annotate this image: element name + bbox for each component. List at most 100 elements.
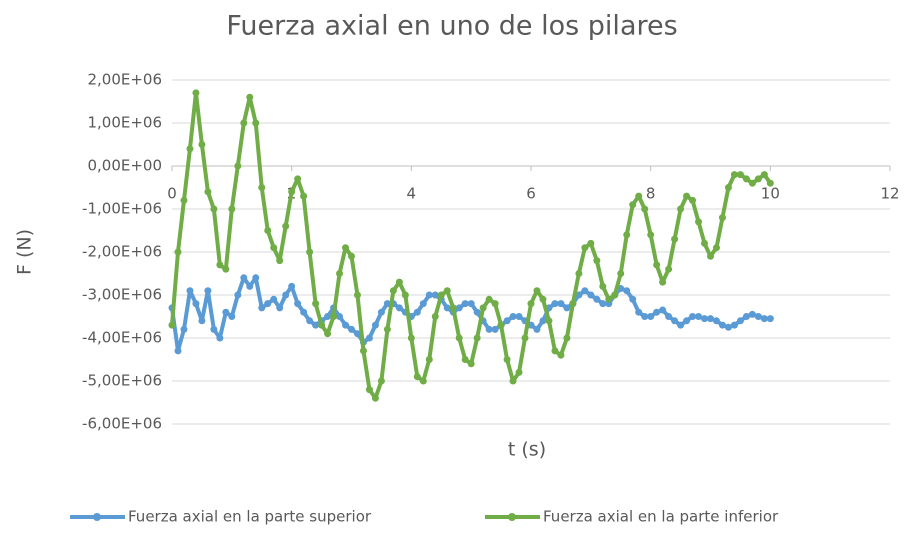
point <box>276 304 284 312</box>
point <box>222 308 230 316</box>
point <box>551 300 559 308</box>
point <box>587 239 595 247</box>
point <box>234 291 242 299</box>
point <box>294 300 302 308</box>
point <box>174 248 182 256</box>
point <box>270 295 278 303</box>
legend-marker <box>508 513 516 521</box>
point <box>730 321 738 329</box>
x-tick-label: 10 <box>761 185 780 203</box>
point <box>689 196 697 204</box>
point <box>629 201 637 209</box>
point <box>551 347 559 355</box>
point <box>491 325 499 333</box>
point <box>557 300 565 308</box>
point <box>683 192 691 200</box>
point <box>312 321 320 329</box>
point <box>300 308 308 316</box>
y-tick-label: -5,00E+06 <box>82 372 162 390</box>
point <box>623 287 631 295</box>
point <box>443 304 451 312</box>
point <box>509 377 517 385</box>
point <box>425 356 433 363</box>
point <box>707 252 714 260</box>
point <box>754 313 762 320</box>
point <box>186 287 194 295</box>
legend-label: Fuerza axial en la parte superior <box>128 508 372 526</box>
point <box>503 317 511 325</box>
point <box>377 308 385 316</box>
point <box>659 278 667 286</box>
point <box>395 278 403 286</box>
point <box>192 300 200 308</box>
point <box>455 304 463 312</box>
y-tick-label: -2,00E+06 <box>82 243 162 261</box>
point <box>383 325 391 333</box>
point <box>312 300 320 308</box>
point <box>635 308 643 316</box>
point <box>431 313 439 320</box>
point <box>533 287 541 295</box>
point <box>599 300 607 308</box>
point <box>336 313 344 320</box>
point <box>288 188 296 196</box>
y-tick-label: -1,00E+06 <box>82 200 162 218</box>
point <box>240 274 248 282</box>
y-tick-label: -6,00E+06 <box>82 415 162 433</box>
point <box>431 291 439 299</box>
point <box>288 282 296 290</box>
point <box>473 308 481 316</box>
point <box>593 257 601 265</box>
point <box>336 270 344 277</box>
point <box>647 313 655 320</box>
point <box>216 334 224 342</box>
point <box>545 317 553 325</box>
point <box>617 270 625 277</box>
point <box>234 162 242 170</box>
point <box>557 351 565 359</box>
point <box>599 282 607 290</box>
point <box>258 304 266 312</box>
point <box>371 321 379 329</box>
point <box>180 196 188 204</box>
point <box>365 334 373 342</box>
point <box>605 295 613 303</box>
point <box>707 315 714 323</box>
point <box>695 218 703 226</box>
y-tick-label: -4,00E+06 <box>82 329 162 347</box>
point <box>246 93 254 101</box>
point <box>683 317 691 325</box>
point <box>730 171 738 179</box>
point <box>204 188 212 196</box>
point <box>724 184 732 191</box>
point <box>647 231 655 239</box>
point <box>515 368 523 376</box>
point <box>353 330 361 338</box>
point <box>539 317 547 325</box>
point <box>300 192 308 200</box>
point <box>748 179 756 187</box>
point <box>186 145 194 153</box>
point <box>712 244 720 252</box>
legend-marker <box>93 513 101 521</box>
point <box>760 171 768 179</box>
point <box>192 89 200 97</box>
point <box>748 310 756 318</box>
point <box>461 300 469 308</box>
point <box>216 261 224 269</box>
point <box>168 321 176 329</box>
point <box>736 171 744 179</box>
point <box>246 282 254 290</box>
point <box>413 308 421 316</box>
point <box>198 141 206 148</box>
point <box>677 321 685 329</box>
x-tick-label: 4 <box>407 185 417 203</box>
point <box>282 222 290 230</box>
point <box>342 244 350 252</box>
point <box>306 317 314 325</box>
x-tick-label: 12 <box>880 185 899 203</box>
point <box>419 300 427 308</box>
point <box>563 304 571 312</box>
point <box>419 377 427 385</box>
